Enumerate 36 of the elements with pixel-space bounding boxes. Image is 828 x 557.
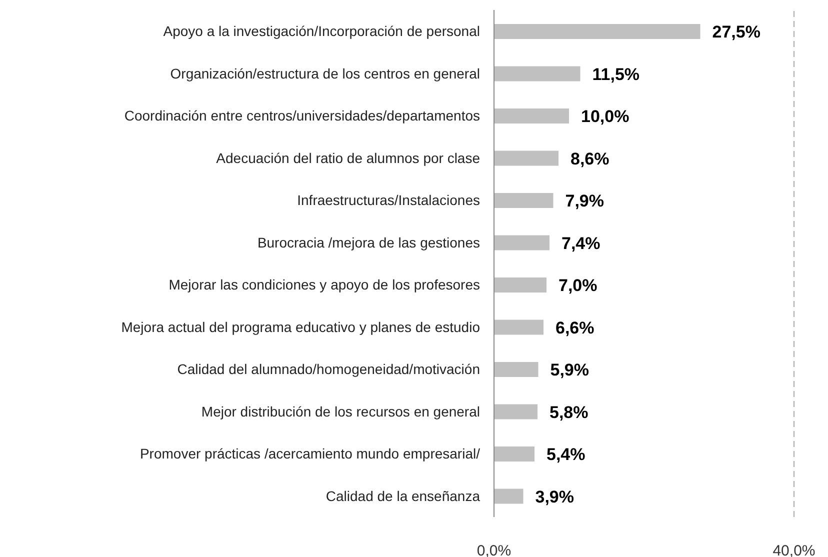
y-tick-label: Promover prácticas /acercamiento mundo empresarial/ [140,446,480,462]
data-label: 7,9% [565,192,604,211]
data-label: 5,8% [550,402,588,422]
y-tick-label: Coordinación entre centros/universidades/departamentos [124,108,480,124]
y-tick-label: Mejor distribución de los recursos en general [201,403,480,420]
bar [494,150,558,166]
y-tick-label: Apoyo a la investigación/Incorporación de personal [163,23,480,40]
bar [494,108,569,124]
bar [494,488,524,504]
data-label: 7,4% [562,234,600,253]
data-label: 5,4% [546,445,586,464]
y-tick-label: Mejorar las condiciones y apoyo de los profesores [168,276,480,293]
bar [494,24,700,39]
data-label: 7,0% [558,276,598,296]
y-tick-label: Infraestructuras/Instalaciones [297,192,480,208]
data-label: 27,5% [712,22,760,42]
bar [494,235,550,250]
y-tick-label: Mejora actual del programa educativo y planes de estudio [121,318,480,335]
bar [494,278,546,292]
bar [494,362,538,377]
data-label: 5,9% [550,360,589,380]
data-label: 10,0% [581,107,630,126]
data-label: 3,9% [535,487,574,506]
data-label: 6,6% [556,318,594,338]
y-tick-label: Adecuación del ratio de alumnos por clase [216,150,480,166]
bar [494,404,538,420]
y-tick-label: Organización/estructura de los centros en general [170,65,480,82]
y-tick-label: Burocracia /mejora de las gestiones [257,234,480,250]
data-label: 11,5% [592,64,640,84]
bar [494,446,534,462]
data-label: 8,6% [570,149,610,168]
bar [494,66,580,82]
bar [494,320,544,335]
y-tick-label: Calidad del alumnado/homogeneidad/motivación [177,361,480,378]
y-tick-label: Calidad de la enseñanza [326,488,480,504]
bar [494,193,554,208]
